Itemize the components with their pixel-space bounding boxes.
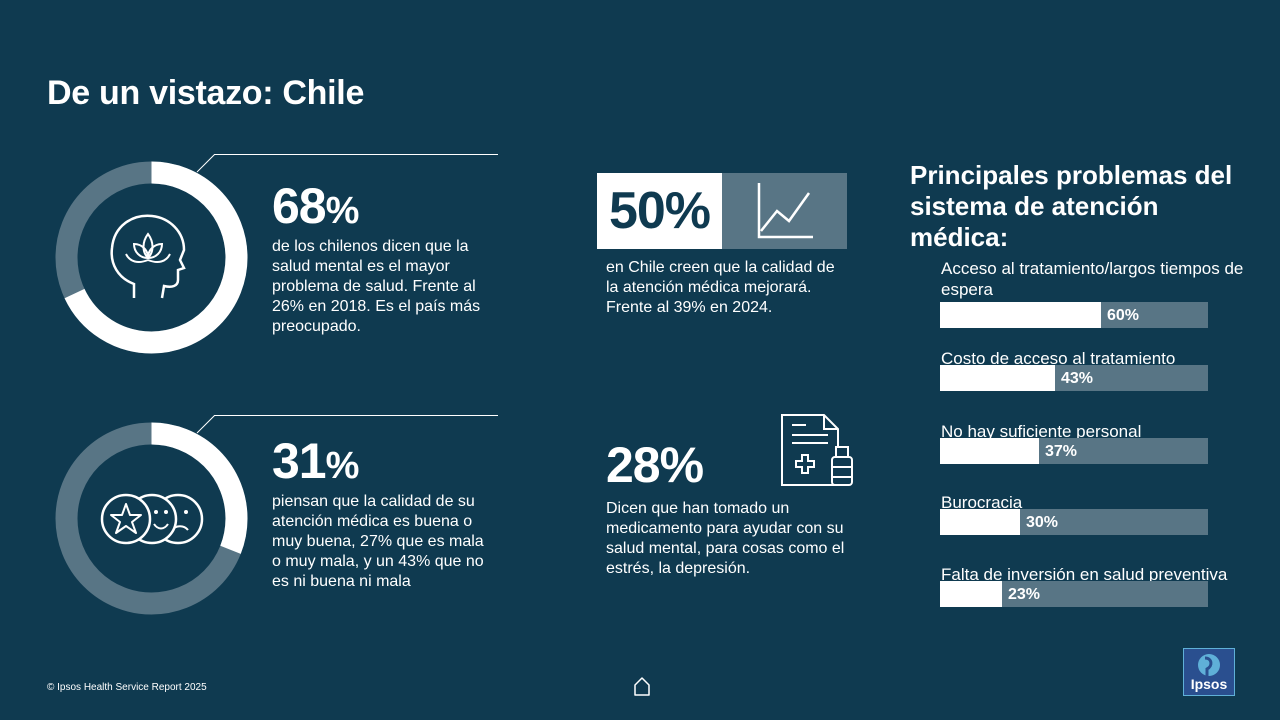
donut-arc-68 [55, 161, 248, 354]
trend-panel [722, 173, 847, 249]
problem-label: No hay suficiente personal [941, 422, 1142, 441]
problem-bar-value: 60% [1107, 307, 1140, 324]
problem-bar-value: 37% [1045, 443, 1078, 460]
connector-line-1 [214, 154, 498, 155]
problem-bar-fill [940, 509, 1020, 535]
stat-31-value: 31% [272, 433, 360, 489]
stat-50-value: 50% [597, 173, 722, 249]
stat-31-description: piensan que la calidad de su atención mé… [272, 493, 484, 590]
trend-line-icon [757, 183, 813, 239]
page-title: De un vistazo: Chile [47, 74, 365, 112]
problem-label: Burocracia [941, 493, 1023, 512]
donut-arc-31 [55, 422, 248, 615]
problem-label: Costo de acceso al tratamiento [941, 349, 1176, 368]
problem-bar: 23% [940, 581, 1208, 607]
stat-28-value: 28% [606, 437, 704, 493]
home-icon[interactable] [633, 676, 651, 696]
problem-bar: 30% [940, 509, 1208, 535]
problem-bar-fill [940, 365, 1055, 391]
stat-68-value: 68% [272, 178, 360, 234]
problem-bar-value: 43% [1061, 370, 1094, 387]
problem-bar: 43% [940, 365, 1208, 391]
connector-line-2 [214, 415, 498, 416]
problem-label: Falta de inversión en salud preventiva [941, 565, 1228, 584]
donut-chart-68 [54, 160, 249, 355]
connector-diagonal-1 [196, 154, 215, 173]
problem-bar-fill [940, 302, 1101, 328]
ipsos-logo: Ipsos [1183, 648, 1235, 696]
connector-diagonal-2 [196, 415, 215, 434]
problem-bar: 60% [940, 302, 1208, 328]
rating-faces-icon [100, 493, 204, 545]
problems-heading: Principales problemas del sistema de ate… [910, 160, 1233, 252]
stat-50-box: 50% [597, 173, 847, 249]
lotus-head-icon [110, 214, 186, 299]
problem-bar: 37% [940, 438, 1208, 464]
problem-label: Acceso al tratamiento/largos tiempos de … [941, 259, 1244, 299]
percent-symbol: % [325, 190, 360, 232]
copyright-footer: © Ipsos Health Service Report 2025 [47, 682, 207, 693]
stat-68-description: de los chilenos dicen que la salud menta… [272, 238, 481, 335]
problem-bar-value: 30% [1026, 514, 1059, 531]
percent-symbol: % [325, 445, 360, 487]
stat-50-description: en Chile creen que la calidad de la aten… [606, 259, 835, 316]
donut-chart-31 [54, 421, 249, 616]
logo-text: Ipsos [1190, 676, 1228, 692]
stat-28-description: Dicen que han tomado un medicamento para… [606, 500, 845, 577]
problem-bar-value: 23% [1008, 586, 1041, 603]
prescription-icon [781, 414, 853, 486]
problem-bar-fill [940, 581, 1002, 607]
problem-bar-fill [940, 438, 1039, 464]
